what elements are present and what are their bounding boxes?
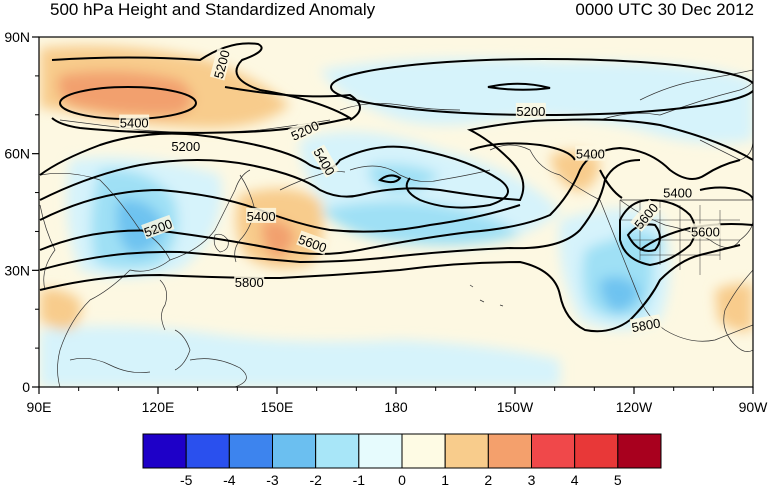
contour-5600	[39, 159, 641, 271]
contour-label: 5600	[690, 223, 721, 239]
map-title: 500 hPa Height and Standardized Anomaly	[50, 0, 376, 19]
valid-time: 0000 UTC 30 Dec 2012	[575, 0, 754, 19]
positive-anomaly-region	[57, 71, 193, 116]
colorbar-swatch	[444, 433, 489, 469]
colorbar-swatch	[315, 433, 360, 469]
contour-label-text: 5200	[171, 139, 200, 154]
lon-tick-label: 120W	[616, 399, 653, 415]
contour-label-text: 5200	[516, 104, 545, 119]
contour-5400	[469, 142, 576, 161]
colorbar-label: -1	[353, 472, 366, 488]
contour-label-text: 5200	[211, 48, 233, 80]
negative-anomaly-region	[116, 199, 165, 255]
lat-tick-label: 0	[22, 379, 30, 395]
contour-5200	[487, 82, 551, 91]
colorbar-swatch	[401, 433, 446, 469]
lon-tick-label: 150W	[497, 399, 534, 415]
contour-label: 5800	[234, 274, 265, 290]
axes: 90N 60N 30N 0 90E 120E 150E 180 150W 120W 90W	[4, 29, 768, 415]
colorbar-swatch	[487, 433, 533, 469]
contour-label-text: 5600	[691, 224, 720, 239]
lat-tick-label: 60N	[4, 146, 30, 162]
negative-anomaly-region	[599, 276, 640, 312]
lat-tick-label: 30N	[4, 262, 30, 278]
contour-5800	[599, 169, 623, 199]
positive-anomaly-region	[715, 283, 753, 332]
contour-5800	[39, 244, 741, 333]
contour-label: 5200	[515, 102, 546, 119]
contour-5400	[39, 118, 753, 202]
contour-label-text: 5400	[663, 186, 692, 201]
colorbar-label: 3	[528, 472, 536, 488]
colorbar-swatch	[358, 433, 403, 469]
colorbar-label: -5	[180, 472, 193, 488]
colorbar-swatch	[574, 433, 619, 469]
contour-label-text: 5800	[630, 315, 661, 335]
colorbar-swatch	[142, 433, 187, 469]
colorbar: -5 -4 -3 -2 -1 0 1 2 3 4 5	[142, 433, 662, 488]
negative-anomaly-region	[40, 326, 560, 387]
colorbar-label: -3	[266, 472, 279, 488]
contour-5200	[377, 174, 402, 184]
colorbar-swatch	[272, 433, 317, 469]
negative-anomaly-region	[320, 201, 520, 246]
colorbar-swatch	[617, 433, 662, 469]
colorbar-label: 1	[441, 472, 449, 488]
contour-label: 5200	[170, 137, 201, 154]
contour-label: 5200	[209, 47, 233, 81]
colorbar-swatch	[185, 433, 230, 469]
colorbar-label: 4	[571, 472, 579, 488]
colorbar-label: -2	[309, 472, 322, 488]
lat-tick-label: 90N	[4, 29, 30, 45]
colorbar-label: -4	[223, 472, 236, 488]
colorbar-label: 2	[484, 472, 492, 488]
contour-label-text: 5400	[576, 147, 605, 162]
contour-label: 5400	[119, 114, 150, 131]
contour-5400	[39, 188, 521, 233]
contour-label: 5400	[246, 207, 277, 224]
contour-label-text: 5400	[120, 116, 149, 131]
lon-tick-label: 90E	[27, 399, 52, 415]
contour-label-text: 5800	[235, 275, 264, 290]
colorbar-label: 0	[398, 472, 406, 488]
colorbar-label: 5	[614, 472, 622, 488]
colorbar-swatch	[531, 433, 576, 469]
contour-label-text: 5400	[247, 209, 276, 224]
contour-label: 5800	[629, 314, 662, 335]
negative-anomaly-region	[369, 163, 440, 193]
contour-5200	[39, 132, 509, 209]
colorbar-swatch	[228, 433, 273, 469]
contour-5800	[639, 223, 753, 251]
contour-label: 5400	[575, 145, 606, 162]
contour-label: 5400	[662, 184, 693, 201]
contour-5600	[39, 146, 741, 255]
contour-5600	[699, 186, 753, 201]
positive-anomaly-region	[40, 288, 82, 330]
lon-tick-label: 180	[384, 399, 408, 415]
lon-tick-label: 150E	[261, 399, 294, 415]
lon-tick-label: 90W	[739, 399, 768, 415]
lon-tick-label: 120E	[142, 399, 175, 415]
